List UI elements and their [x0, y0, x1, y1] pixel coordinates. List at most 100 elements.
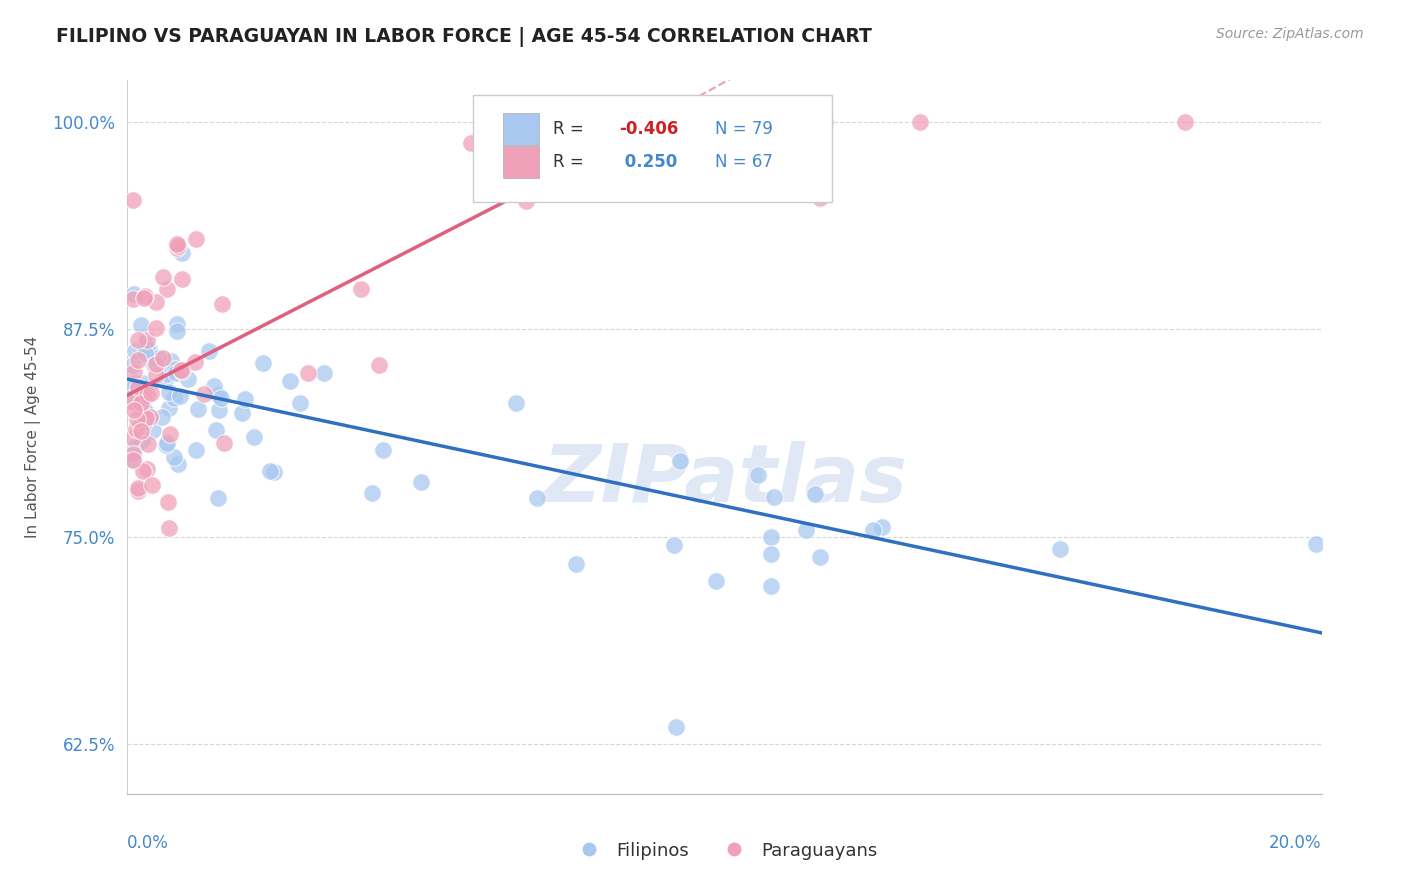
Point	[121, 292, 143, 306]
Point	[136, 342, 159, 356]
Point	[138, 342, 160, 356]
Point	[159, 426, 181, 441]
Point	[135, 462, 157, 476]
Point	[202, 379, 225, 393]
Text: 0.250: 0.250	[619, 153, 678, 171]
Text: N = 67: N = 67	[714, 153, 772, 171]
Point	[122, 366, 145, 380]
Point	[350, 282, 373, 296]
Point	[138, 410, 160, 425]
Point	[759, 115, 782, 129]
Point	[231, 406, 253, 420]
Point	[665, 721, 688, 735]
Point	[166, 324, 188, 338]
Point	[804, 487, 827, 501]
Point	[166, 318, 188, 332]
Point	[135, 333, 157, 347]
Point	[129, 425, 152, 439]
Point	[124, 440, 146, 454]
Point	[150, 410, 173, 425]
Text: 20.0%: 20.0%	[1270, 834, 1322, 852]
Point	[124, 344, 146, 359]
Point	[280, 375, 302, 389]
Point	[205, 423, 228, 437]
Point	[706, 574, 728, 589]
Point	[127, 483, 149, 498]
Point	[134, 404, 156, 418]
Point	[122, 287, 145, 301]
Point	[134, 337, 156, 351]
Point	[662, 538, 685, 552]
Point	[145, 320, 167, 334]
Point	[460, 136, 482, 150]
Point	[193, 387, 215, 401]
Point	[170, 246, 193, 260]
Point	[170, 364, 193, 378]
Point	[166, 241, 188, 255]
Point	[360, 485, 382, 500]
Text: R =: R =	[553, 120, 589, 137]
Point	[808, 191, 831, 205]
Point	[156, 495, 179, 509]
Text: ZIPatlas: ZIPatlas	[541, 441, 907, 519]
Point	[127, 352, 149, 367]
Point	[794, 523, 817, 537]
Point	[122, 452, 145, 467]
Point	[252, 357, 274, 371]
Point	[526, 491, 548, 505]
Point	[371, 442, 394, 457]
Text: FILIPINO VS PARAGUAYAN IN LABOR FORCE | AGE 45-54 CORRELATION CHART: FILIPINO VS PARAGUAYAN IN LABOR FORCE | …	[56, 27, 872, 46]
Point	[121, 394, 143, 409]
Point	[159, 353, 181, 368]
Text: Source: ZipAtlas.com: Source: ZipAtlas.com	[1216, 27, 1364, 41]
Point	[1049, 541, 1071, 556]
Point	[148, 351, 170, 366]
Point	[170, 363, 193, 377]
Point	[735, 170, 758, 185]
Point	[505, 396, 527, 410]
Text: N = 79: N = 79	[714, 120, 772, 137]
Point	[177, 372, 200, 386]
Point	[609, 115, 631, 129]
Point	[312, 366, 335, 380]
Point	[152, 270, 174, 285]
Point	[131, 433, 153, 447]
Point	[508, 148, 530, 162]
Point	[658, 175, 681, 189]
Text: 0.0%: 0.0%	[127, 834, 169, 852]
Point	[198, 343, 221, 358]
Point	[125, 422, 148, 436]
Point	[170, 272, 193, 286]
Point	[209, 391, 232, 405]
FancyBboxPatch shape	[503, 112, 538, 145]
Point	[141, 423, 163, 437]
Point	[1174, 115, 1197, 129]
Point	[759, 530, 782, 544]
Point	[134, 346, 156, 360]
Point	[135, 388, 157, 402]
Point	[145, 368, 167, 382]
Point	[131, 464, 153, 478]
Point	[134, 291, 156, 305]
Point	[243, 430, 266, 444]
Point	[759, 580, 782, 594]
Point	[263, 465, 285, 479]
Point	[125, 411, 148, 425]
Point	[143, 359, 166, 373]
Point	[235, 392, 257, 406]
Point	[290, 396, 312, 410]
Point	[814, 115, 837, 129]
Text: -0.406: -0.406	[619, 120, 678, 137]
Point	[155, 438, 177, 452]
Point	[908, 115, 931, 129]
Point	[761, 548, 783, 562]
Point	[157, 521, 180, 535]
Point	[870, 519, 893, 533]
Point	[135, 411, 157, 425]
Point	[121, 381, 143, 395]
Point	[411, 475, 433, 490]
Point	[166, 237, 188, 252]
Y-axis label: In Labor Force | Age 45-54: In Labor Force | Age 45-54	[25, 336, 41, 538]
Point	[121, 431, 143, 445]
Point	[157, 401, 180, 416]
